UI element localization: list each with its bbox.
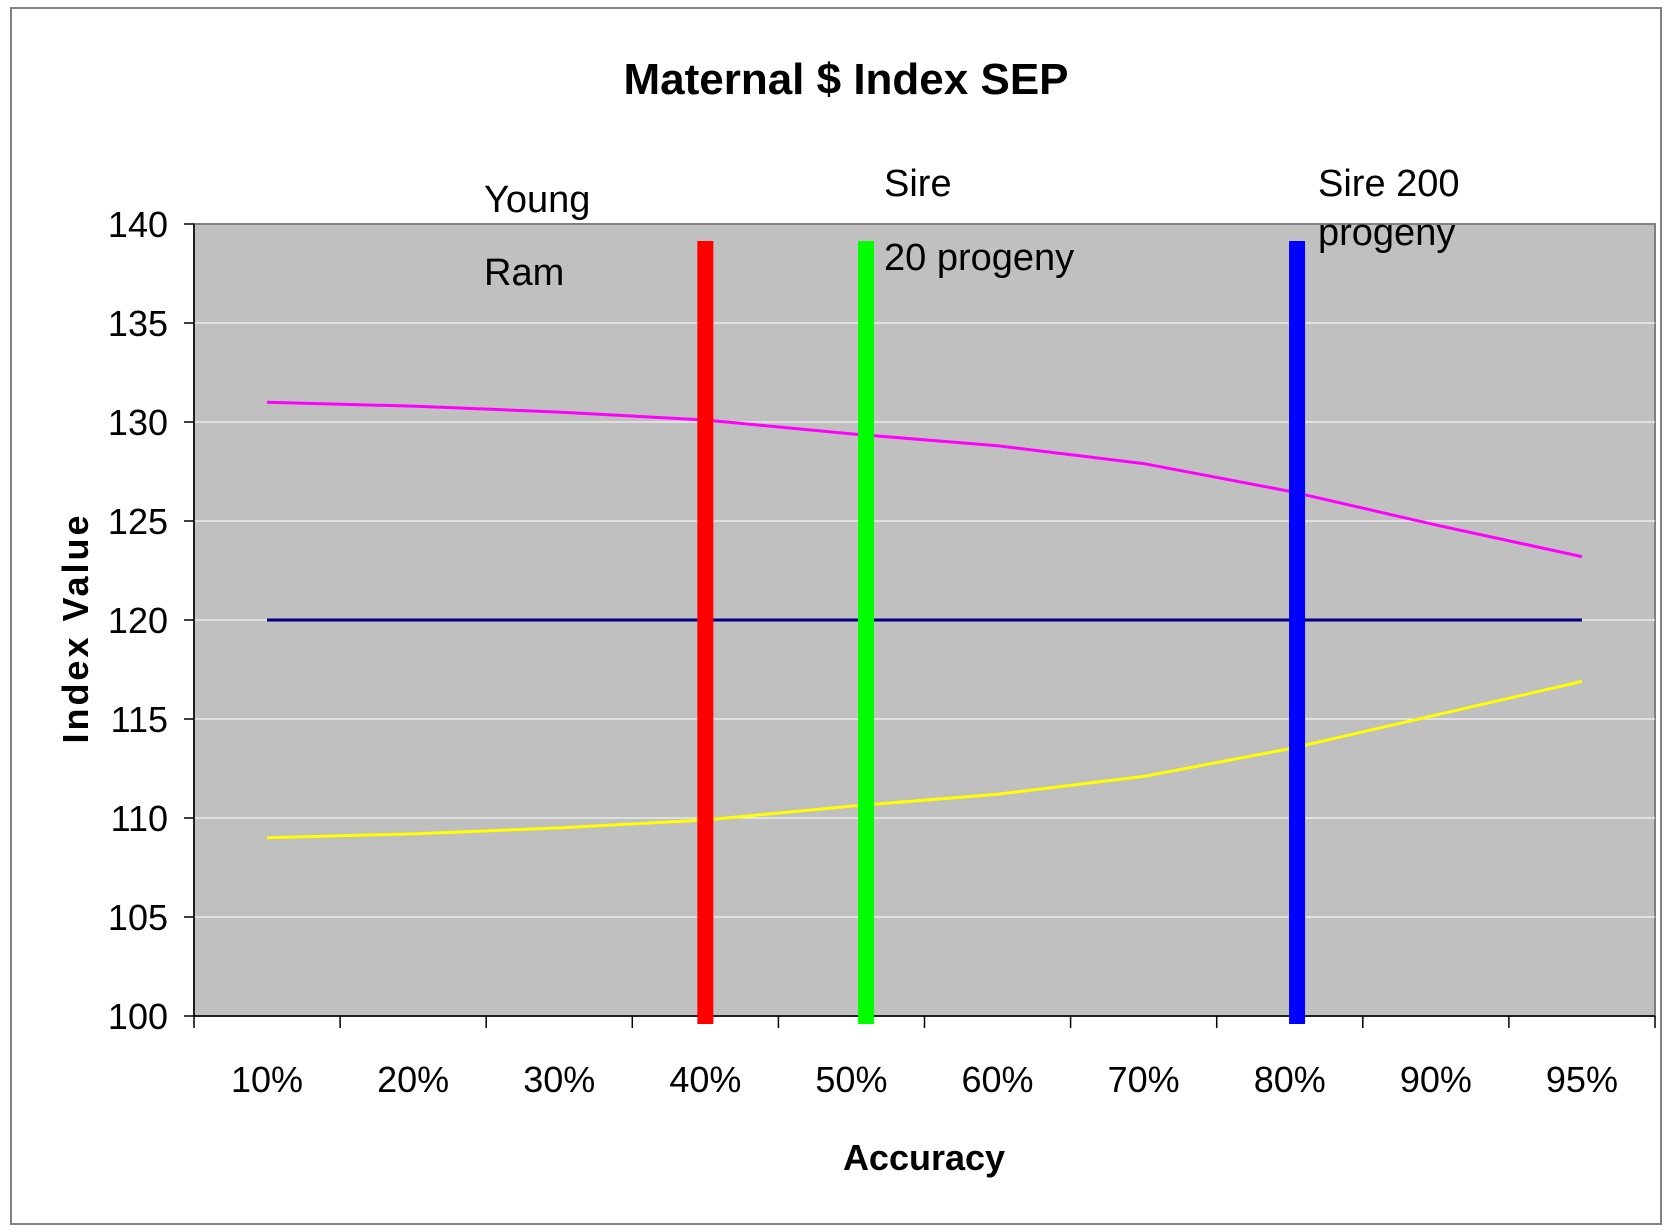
series-line-0 xyxy=(267,400,1583,559)
x-tick-label-90%: 90% xyxy=(1400,1059,1472,1100)
marker-label-0-line-1: Ram xyxy=(484,252,564,294)
y-tick-label-120: 120 xyxy=(108,600,168,641)
chart-title: Maternal $ Index SEP xyxy=(623,55,1068,104)
y-tick-label-125: 125 xyxy=(108,501,168,542)
marker-label-1-line-1: 20 progeny xyxy=(884,237,1074,279)
y-tick-label-135: 135 xyxy=(108,303,168,344)
x-tick-label-70%: 70% xyxy=(1108,1059,1180,1100)
x-axis-title: Accuracy xyxy=(843,1137,1005,1178)
y-tick-label-100: 100 xyxy=(108,996,168,1037)
x-tick-label-80%: 80% xyxy=(1254,1059,1326,1100)
marker-bar-1 xyxy=(858,241,875,1024)
marker-label-2-line-0: Sire 200 xyxy=(1318,163,1460,205)
x-tick-label-50%: 50% xyxy=(815,1059,887,1100)
marker-bar-0 xyxy=(697,241,714,1024)
marker-label-1-line-0: Sire xyxy=(884,163,952,205)
x-tick-label-95%: 95% xyxy=(1546,1059,1618,1100)
series-line-2 xyxy=(267,679,1583,840)
x-tick-label-40%: 40% xyxy=(669,1059,741,1100)
x-tick-label-30%: 30% xyxy=(523,1059,595,1100)
y-tick-label-115: 115 xyxy=(111,699,168,740)
x-tick-label-20%: 20% xyxy=(377,1059,449,1100)
marker-bar-2 xyxy=(1289,241,1306,1024)
y-tick-label-130: 130 xyxy=(108,402,168,443)
x-tick-label-60%: 60% xyxy=(962,1059,1034,1100)
y-axis-title: Index Value xyxy=(55,512,96,743)
x-tick-label-10%: 10% xyxy=(231,1059,303,1100)
y-tick-label-105: 105 xyxy=(108,897,168,938)
y-tick-label-140: 140 xyxy=(108,204,168,245)
marker-label-2-line-1: progeny xyxy=(1318,212,1455,254)
plot-area: 100 105 110 115 120 125 130 135 140 10% 20% 30% 40% 5… xyxy=(108,163,1656,1100)
y-tick-label-110: 110 xyxy=(111,798,168,839)
marker-label-0-line-0: Young xyxy=(484,179,590,221)
